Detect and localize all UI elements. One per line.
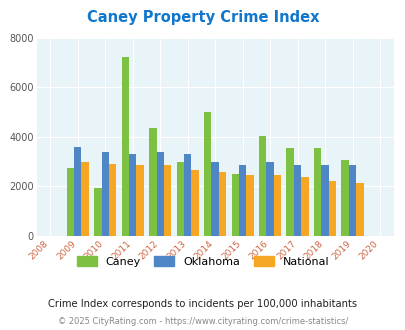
Bar bbox=[149, 128, 156, 236]
Bar bbox=[101, 152, 109, 236]
Bar bbox=[74, 147, 81, 236]
Bar bbox=[129, 153, 136, 236]
Bar bbox=[231, 174, 239, 236]
Bar bbox=[356, 183, 363, 236]
Bar bbox=[122, 56, 129, 236]
Text: Caney Property Crime Index: Caney Property Crime Index bbox=[87, 10, 318, 25]
Bar bbox=[218, 172, 226, 236]
Bar bbox=[266, 162, 273, 236]
Bar bbox=[109, 164, 116, 236]
Bar bbox=[348, 165, 356, 236]
Bar bbox=[164, 165, 171, 236]
Bar bbox=[94, 188, 101, 236]
Bar bbox=[328, 181, 335, 236]
Legend: Caney, Oklahoma, National: Caney, Oklahoma, National bbox=[77, 256, 328, 267]
Text: Crime Index corresponds to incidents per 100,000 inhabitants: Crime Index corresponds to incidents per… bbox=[48, 299, 357, 309]
Bar bbox=[66, 168, 74, 236]
Text: © 2025 CityRating.com - https://www.cityrating.com/crime-statistics/: © 2025 CityRating.com - https://www.city… bbox=[58, 317, 347, 326]
Bar bbox=[246, 175, 253, 236]
Bar bbox=[273, 175, 281, 236]
Bar bbox=[81, 162, 89, 236]
Bar bbox=[211, 162, 218, 236]
Bar bbox=[258, 136, 266, 236]
Bar bbox=[301, 177, 308, 236]
Bar bbox=[204, 112, 211, 236]
Bar bbox=[341, 160, 348, 236]
Bar bbox=[321, 165, 328, 236]
Bar bbox=[136, 165, 143, 236]
Bar bbox=[239, 165, 246, 236]
Bar bbox=[156, 152, 164, 236]
Bar bbox=[286, 148, 293, 236]
Bar bbox=[293, 165, 301, 236]
Bar bbox=[176, 162, 183, 236]
Bar bbox=[191, 170, 198, 236]
Bar bbox=[183, 154, 191, 236]
Bar bbox=[313, 148, 321, 236]
